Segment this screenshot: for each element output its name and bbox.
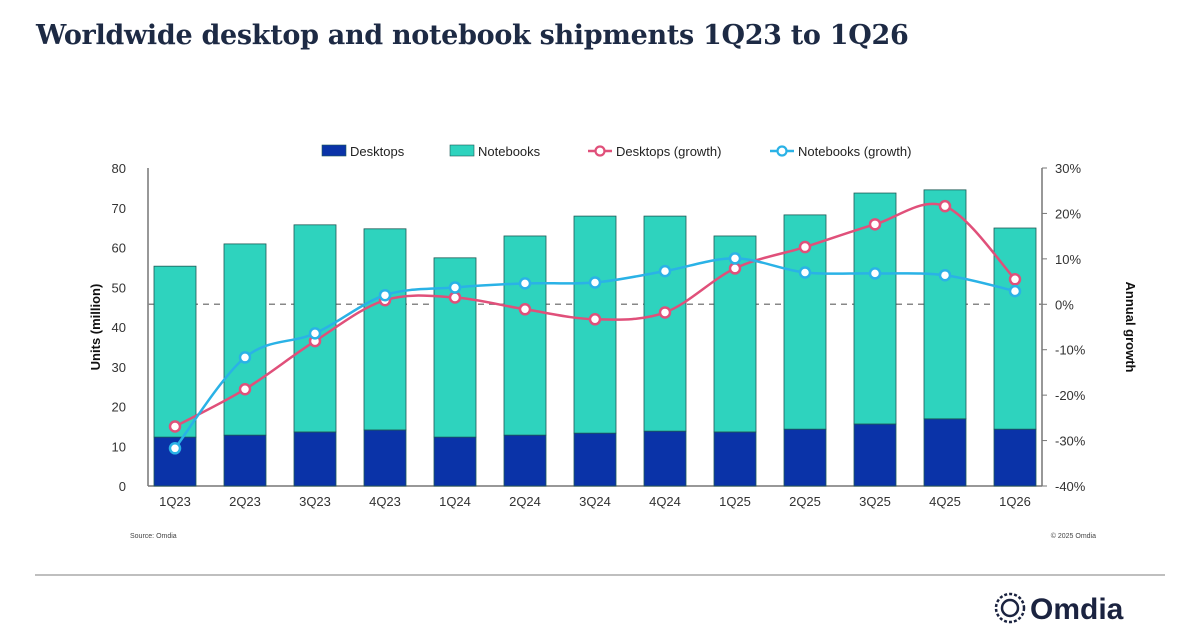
- bar-notebooks-4Q24: [643, 215, 687, 432]
- y-tick-label: 30: [112, 360, 126, 375]
- x-tick-label: 3Q23: [299, 494, 331, 509]
- x-tick-label: 3Q25: [859, 494, 891, 509]
- bar-desktops-3Q23: [293, 431, 337, 487]
- x-tick-label: 1Q24: [439, 494, 471, 509]
- point-desktops-growth--2Q25: [798, 240, 812, 254]
- point-notebooks-growth--3Q24: [588, 276, 602, 289]
- y-tick-label: 40: [112, 320, 126, 335]
- y2-tick-label: -30%: [1055, 434, 1086, 449]
- y2-tick-label: 20%: [1055, 206, 1081, 221]
- bars: [153, 189, 1037, 487]
- x-tick-label: 4Q23: [369, 494, 401, 509]
- legend: Desktops Notebooks Desktops (growth) Notebo…: [321, 144, 911, 159]
- legend-label-1: Notebooks: [478, 144, 541, 159]
- lines: [168, 199, 1022, 455]
- y2-tick-label: 30%: [1055, 161, 1081, 176]
- bar-desktops-3Q25: [853, 423, 897, 487]
- legend-label-3: Notebooks (growth): [798, 144, 911, 159]
- point-notebooks-growth--3Q25: [868, 267, 882, 280]
- y-tick-label: 50: [112, 280, 126, 295]
- y-tick-label: 70: [112, 201, 126, 216]
- source-note: Source: Omdia: [130, 533, 177, 540]
- point-notebooks-growth--4Q25: [938, 268, 952, 282]
- bar-desktops-2Q24: [503, 434, 547, 487]
- bar-notebooks-1Q23: [153, 265, 197, 438]
- legend-swatch-1: [449, 144, 475, 157]
- omdia-logo-text: Omdia: [1030, 593, 1124, 626]
- y-tick-label: 0: [119, 479, 126, 494]
- x-tick-label: 4Q24: [649, 494, 681, 509]
- bar-desktops-1Q26: [993, 428, 1037, 487]
- point-desktops-growth--1Q25: [728, 262, 742, 275]
- y2-tick-label: -10%: [1055, 343, 1086, 358]
- x-tick-label: 4Q25: [929, 494, 961, 509]
- y-tick-label: 10: [112, 439, 126, 454]
- bar-notebooks-1Q26: [993, 227, 1037, 430]
- y-tick-label: 80: [112, 161, 126, 176]
- bar-desktops-1Q25: [713, 431, 757, 487]
- x-tick-label: 1Q26: [999, 494, 1031, 509]
- legend-label-2: Desktops (growth): [616, 144, 721, 159]
- point-desktops-growth--1Q23: [168, 420, 182, 433]
- bar-notebooks-2Q24: [503, 235, 547, 436]
- point-notebooks-growth--3Q23: [308, 327, 322, 340]
- legend-swatch-0: [321, 144, 347, 157]
- point-desktops-growth--3Q25: [868, 218, 882, 231]
- bar-desktops-2Q25: [783, 428, 827, 487]
- chart-title: Worldwide desktop and notebook shipments…: [36, 20, 909, 51]
- bar-notebooks-4Q25: [923, 189, 967, 420]
- bar-notebooks-4Q23: [363, 228, 407, 431]
- y2-tick-label: -40%: [1055, 479, 1086, 494]
- bar-notebooks-2Q23: [223, 243, 267, 436]
- x-tick-label: 1Q25: [719, 494, 751, 509]
- point-desktops-growth--4Q24: [658, 306, 672, 319]
- y2-tick-label: -20%: [1055, 388, 1086, 403]
- point-notebooks-growth--2Q25: [798, 266, 812, 279]
- x-tick-label: 1Q23: [159, 494, 191, 509]
- point-desktops-growth--1Q24: [448, 291, 462, 304]
- bar-desktops-4Q23: [363, 429, 407, 487]
- point-notebooks-growth--1Q25: [728, 252, 742, 265]
- bar-notebooks-3Q25: [853, 192, 897, 425]
- omdia-logo-mark-icon: [994, 592, 1026, 624]
- point-notebooks-growth--4Q24: [658, 264, 672, 278]
- point-desktops-growth--2Q23: [238, 382, 252, 396]
- y-tick-label: 20: [112, 400, 126, 415]
- legend-marker-2: [594, 145, 606, 157]
- x-tick-label: 2Q23: [229, 494, 261, 509]
- y-tick-label: 60: [112, 241, 126, 256]
- point-desktops-growth--3Q24: [588, 313, 602, 326]
- point-desktops-growth--2Q24: [518, 303, 532, 316]
- bar-desktops-3Q24: [573, 432, 617, 487]
- y2-tick-label: 10%: [1055, 252, 1081, 267]
- point-notebooks-growth--4Q23: [378, 288, 392, 302]
- point-notebooks-growth--2Q24: [518, 277, 532, 290]
- y2-tick-label: 0%: [1055, 297, 1074, 312]
- x-tick-label: 2Q25: [789, 494, 821, 509]
- point-desktops-growth--1Q26: [1008, 273, 1022, 286]
- y-axis-label: Units (million): [88, 284, 103, 371]
- bar-desktops-4Q25: [923, 418, 967, 487]
- copyright-note: © 2025 Omdia: [1051, 532, 1096, 540]
- bar-desktops-1Q24: [433, 436, 477, 487]
- point-notebooks-growth--1Q26: [1008, 284, 1022, 298]
- legend-marker-3: [776, 145, 788, 157]
- point-notebooks-growth--2Q23: [238, 351, 252, 364]
- omdia-logo: Omdia: [994, 592, 1124, 626]
- bar-desktops-2Q23: [223, 434, 267, 487]
- point-notebooks-growth--1Q23: [168, 442, 182, 455]
- y2-axis-label: Annual growth: [1123, 282, 1138, 373]
- point-notebooks-growth--1Q24: [448, 281, 462, 294]
- bar-desktops-4Q24: [643, 430, 687, 487]
- x-tick-label: 3Q24: [579, 494, 611, 509]
- x-tick-label: 2Q24: [509, 494, 541, 509]
- legend-label-0: Desktops: [350, 144, 405, 159]
- point-desktops-growth--4Q25: [938, 199, 952, 213]
